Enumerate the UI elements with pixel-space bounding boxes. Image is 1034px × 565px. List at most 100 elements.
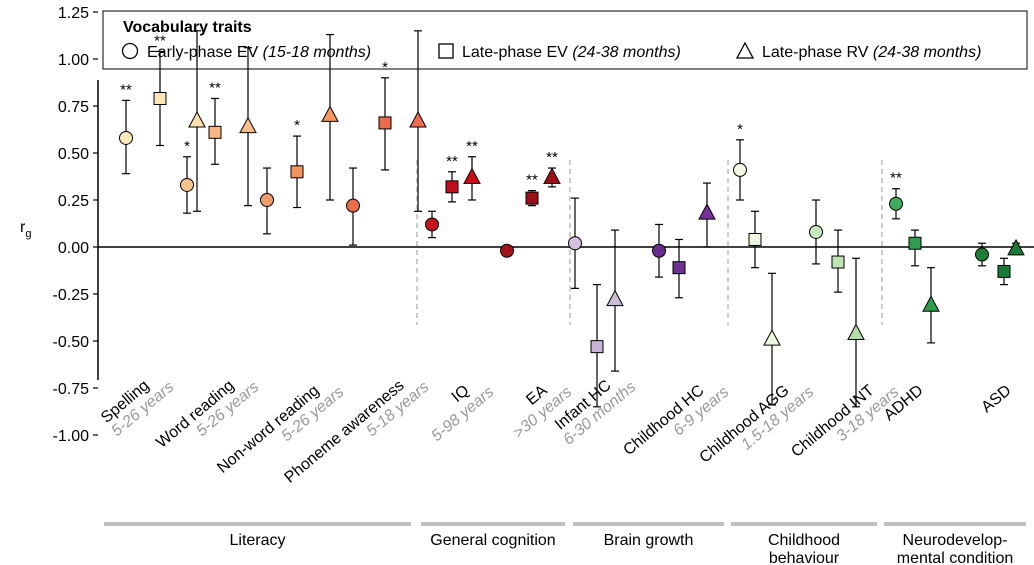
point-triangle <box>239 47 257 207</box>
point-triangle <box>698 182 716 248</box>
point-triangle: ** <box>543 149 561 188</box>
point-square: * <box>378 59 392 171</box>
point-circle <box>500 243 514 258</box>
significance-label: * <box>294 117 300 134</box>
trait-label: IQ <box>449 382 473 406</box>
point-square: ** <box>153 32 167 147</box>
significance-label: ** <box>890 170 902 187</box>
marker-circle <box>260 193 274 207</box>
marker-triangle <box>409 110 427 128</box>
point-square <box>748 210 762 269</box>
point-circle: * <box>733 121 747 201</box>
marker-triangle <box>1007 238 1025 256</box>
marker-square <box>378 116 392 130</box>
legend-box <box>102 10 1028 70</box>
marker-circle <box>733 162 747 177</box>
marker-square <box>525 191 539 205</box>
significance-label: * <box>382 59 388 76</box>
group-brackets: Literacy General cognition Brain growth Chi… <box>104 522 1026 565</box>
y-tick-label: -0.75 <box>53 381 90 398</box>
marker-square <box>208 125 222 139</box>
x-label-11: ASD <box>978 382 1014 416</box>
y-tick-label: 1.25 <box>58 5 89 22</box>
marker-square <box>672 261 686 275</box>
legend-title: Vocabulary traits <box>123 19 252 36</box>
x-label-4: IQ5-98 years <box>428 382 497 445</box>
marker-square <box>290 165 304 179</box>
point-circle <box>809 199 823 265</box>
legend-entry-3: Late-phase RV (24-38 months) <box>762 44 981 61</box>
marker-triangle <box>543 167 561 184</box>
marker-circle <box>425 217 439 232</box>
point-triangle <box>188 30 206 212</box>
y-tick-label: -1.00 <box>53 428 90 445</box>
marker-triangle <box>698 203 716 220</box>
group-label: Childhood <box>768 532 840 549</box>
point-square <box>997 257 1011 286</box>
significance-label: ** <box>209 79 221 96</box>
marker-circle <box>119 130 133 145</box>
point-square: * <box>290 117 304 209</box>
y-tick-label: -0.50 <box>53 334 90 351</box>
marker-triangle <box>321 105 339 122</box>
marker-triangle <box>188 110 206 128</box>
legend-triangle-icon <box>735 41 755 59</box>
marker-circle <box>889 196 903 211</box>
marker-circle <box>500 243 514 258</box>
point-triangle <box>847 257 865 408</box>
marker-square <box>748 232 762 246</box>
significance-label: ** <box>154 32 166 49</box>
marker-circle <box>652 243 666 258</box>
point-square <box>831 229 845 293</box>
legend: Vocabulary traits Early-phase EV (15-18 … <box>102 10 1028 70</box>
point-square: ** <box>445 153 459 203</box>
y-ticks: 1.25 1.00 0.75 0.50 0.25 0.00 -0.25 -0.50 -0.75 -… <box>53 5 98 445</box>
marker-square <box>590 340 604 354</box>
legend-entry-2: Late-phase EV (24-38 months) <box>462 44 681 61</box>
point-circle <box>652 223 666 278</box>
marker-square <box>997 264 1011 278</box>
y-axis-label: rg <box>20 219 31 240</box>
marker-circle <box>809 224 823 239</box>
marker-square <box>908 236 922 250</box>
point-circle <box>425 210 439 239</box>
marker-square <box>153 91 167 105</box>
point-circle <box>346 167 360 246</box>
trait-label: ASD <box>978 382 1014 416</box>
y-tick-label: 0.50 <box>58 146 89 163</box>
point-triangle <box>763 272 781 406</box>
point-triangle <box>922 267 940 344</box>
marker-square <box>445 180 459 194</box>
marker-triangle <box>606 289 624 307</box>
significance-label: ** <box>526 172 538 189</box>
group-label: behaviour <box>769 550 840 565</box>
y-tick-label: 0.00 <box>58 240 89 257</box>
group-label: mental condition <box>897 550 1014 565</box>
significance-label: * <box>737 121 743 138</box>
marker-circle <box>346 198 360 213</box>
marker-triangle <box>763 329 781 346</box>
point-triangle <box>409 30 427 212</box>
y-tick-label: 0.25 <box>58 193 89 210</box>
point-square: ** <box>525 172 539 207</box>
y-tick-label: -0.25 <box>53 287 90 304</box>
marker-triangle <box>239 116 257 134</box>
marker-circle <box>180 177 194 192</box>
point-circle: ** <box>119 81 133 175</box>
point-triangle <box>321 33 339 201</box>
point-square <box>908 229 922 267</box>
marker-circle <box>568 236 582 251</box>
y-tick-label: 0.75 <box>58 99 89 116</box>
point-circle <box>260 167 274 235</box>
significance-label: * <box>184 138 190 155</box>
group-separators <box>416 160 883 325</box>
marker-circle <box>975 247 989 262</box>
marker-square <box>831 255 845 269</box>
significance-label: ** <box>120 81 132 98</box>
significance-label: ** <box>546 149 558 166</box>
group-label: Brain growth <box>604 532 694 549</box>
group-label: Literacy <box>229 532 285 549</box>
x-label-6: Infant HC6-30 months <box>552 377 639 449</box>
